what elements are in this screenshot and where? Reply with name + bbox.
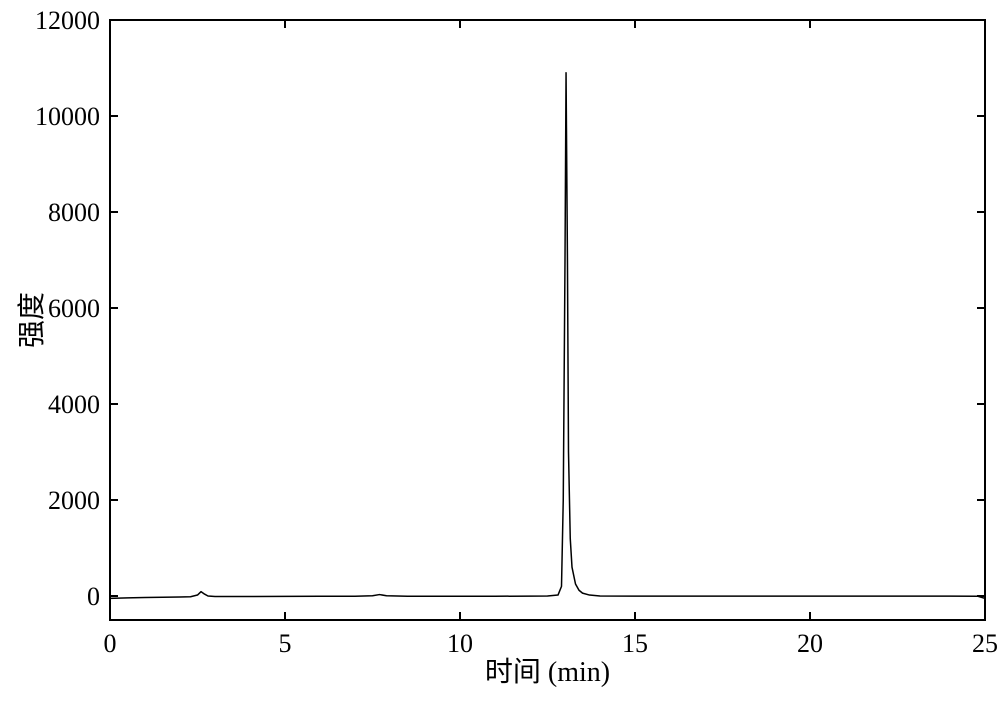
svg-text:12000: 12000 (35, 6, 100, 35)
svg-text:10000: 10000 (35, 102, 100, 131)
svg-text:10: 10 (447, 629, 473, 658)
svg-text:25: 25 (972, 629, 998, 658)
svg-text:4000: 4000 (48, 390, 100, 419)
svg-text:15: 15 (622, 629, 648, 658)
svg-text:6000: 6000 (48, 294, 100, 323)
svg-text:20: 20 (797, 629, 823, 658)
y-axis-label: 强度 (10, 292, 50, 348)
x-axis-label: 时间 (min) (485, 650, 610, 690)
svg-text:0: 0 (104, 629, 117, 658)
svg-text:2000: 2000 (48, 486, 100, 515)
svg-text:0: 0 (87, 582, 100, 611)
svg-text:8000: 8000 (48, 198, 100, 227)
chromatogram-chart: 0 5 10 15 20 25 0 2000 4000 6000 8000 10000 12000 (0, 0, 1000, 714)
chart-container: 强度 时间 (min) 0 5 10 15 20 25 0 2000 4000 6000 8000 1… (0, 0, 1000, 714)
svg-text:5: 5 (279, 629, 292, 658)
